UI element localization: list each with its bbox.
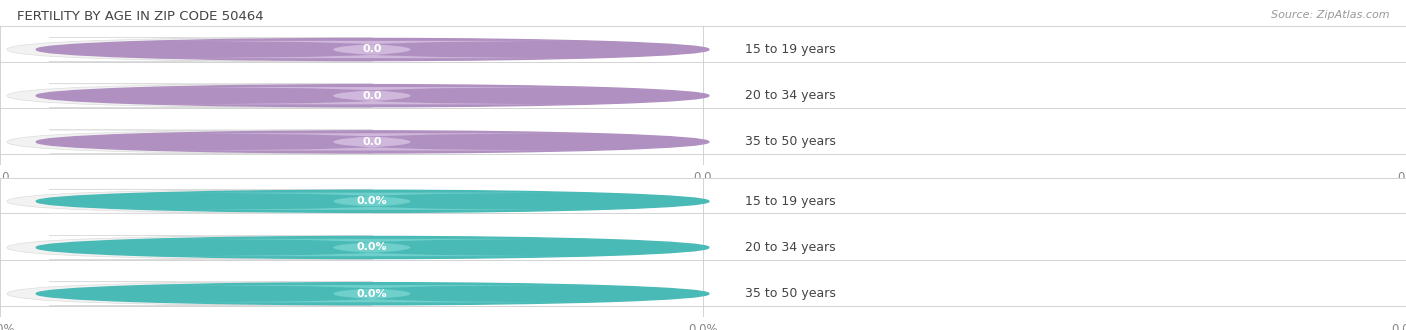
Text: 0.0: 0.0	[363, 137, 381, 147]
FancyBboxPatch shape	[148, 239, 596, 256]
FancyBboxPatch shape	[7, 84, 415, 108]
FancyBboxPatch shape	[148, 133, 596, 150]
Text: 0.0%: 0.0%	[357, 289, 387, 299]
Text: 20 to 34 years: 20 to 34 years	[745, 89, 835, 102]
FancyBboxPatch shape	[7, 282, 415, 306]
Circle shape	[37, 237, 709, 258]
Text: 0.0: 0.0	[363, 45, 381, 54]
Text: 15 to 19 years: 15 to 19 years	[745, 195, 835, 208]
Circle shape	[37, 39, 709, 60]
FancyBboxPatch shape	[7, 189, 415, 213]
Text: 15 to 19 years: 15 to 19 years	[745, 43, 835, 56]
FancyBboxPatch shape	[7, 236, 415, 259]
Text: 35 to 50 years: 35 to 50 years	[745, 135, 837, 148]
FancyBboxPatch shape	[148, 87, 596, 104]
Circle shape	[37, 131, 709, 153]
Text: 20 to 34 years: 20 to 34 years	[745, 241, 835, 254]
FancyBboxPatch shape	[7, 130, 415, 154]
FancyBboxPatch shape	[148, 193, 596, 210]
Circle shape	[37, 190, 709, 212]
Text: Source: ZipAtlas.com: Source: ZipAtlas.com	[1271, 10, 1389, 20]
FancyBboxPatch shape	[148, 41, 596, 58]
Text: 0.0%: 0.0%	[357, 196, 387, 206]
FancyBboxPatch shape	[148, 285, 596, 302]
Text: 35 to 50 years: 35 to 50 years	[745, 287, 837, 300]
FancyBboxPatch shape	[7, 38, 415, 61]
Text: 0.0%: 0.0%	[357, 243, 387, 252]
Text: 0.0: 0.0	[363, 91, 381, 101]
Circle shape	[37, 283, 709, 305]
Text: FERTILITY BY AGE IN ZIP CODE 50464: FERTILITY BY AGE IN ZIP CODE 50464	[17, 10, 263, 23]
Circle shape	[37, 85, 709, 107]
